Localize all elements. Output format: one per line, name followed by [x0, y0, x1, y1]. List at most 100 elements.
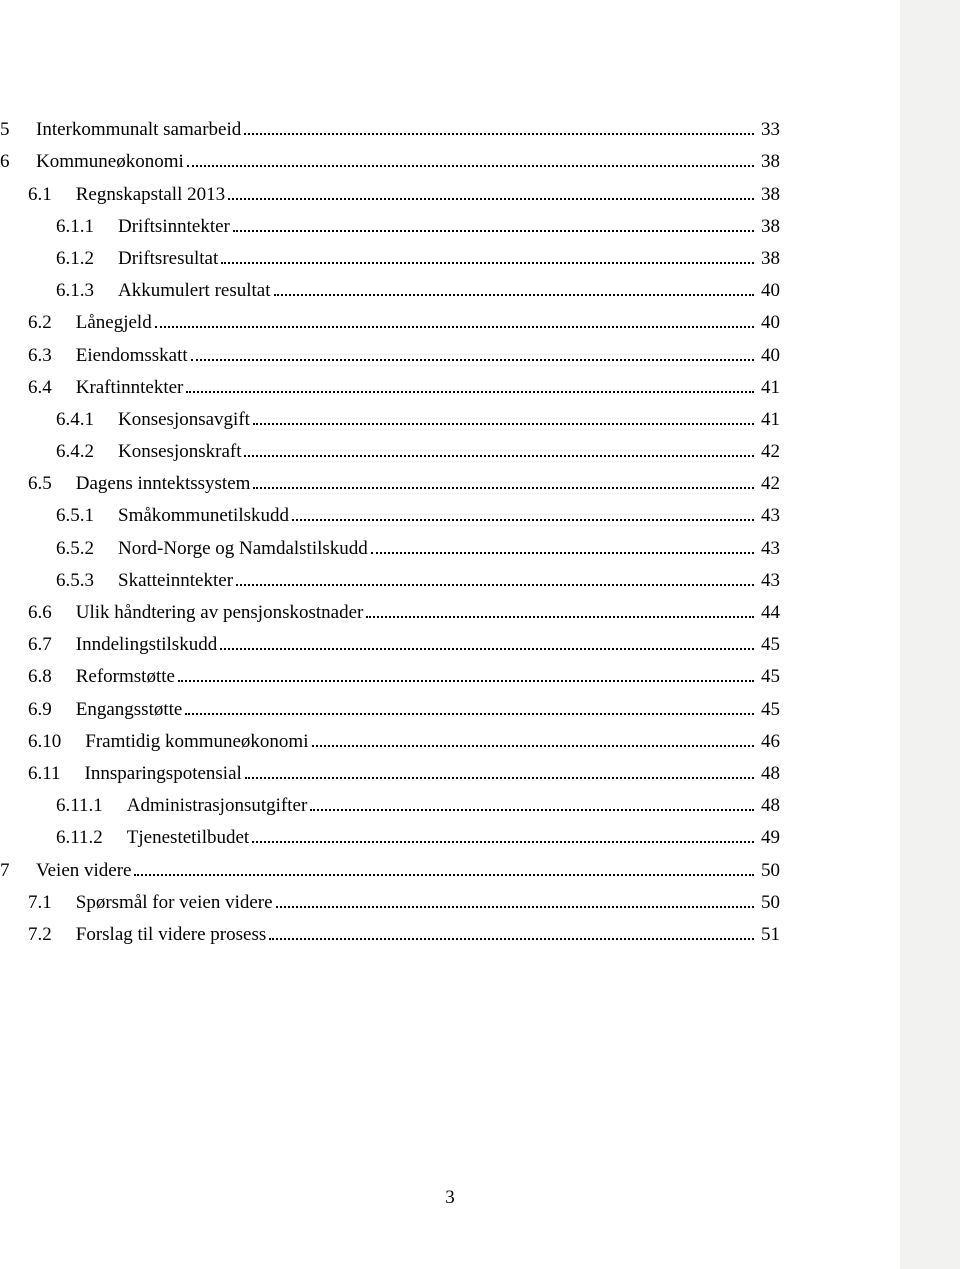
toc-entry: 6.1.3Akkumulert resultat 40 — [0, 281, 780, 300]
toc-entry-title: Driftsinntekter — [118, 217, 230, 236]
toc-entry-title: Innsparingspotensial — [85, 764, 242, 783]
toc-entry-title: Forslag til videre prosess — [76, 925, 267, 944]
toc-entry-title: Tjenestetilbudet — [127, 828, 249, 847]
toc-entry-title: Småkommunetilskudd — [118, 506, 289, 525]
toc-entry-page: 51 — [757, 925, 780, 944]
toc-entry-title: Framtidig kommuneøkonomi — [85, 732, 308, 751]
toc-leader-dots — [228, 184, 754, 199]
toc-entry: 6.11Innsparingspotensial 48 — [0, 764, 780, 783]
toc-entry-page: 41 — [757, 378, 780, 397]
toc-entry-title: Reformstøtte — [76, 667, 175, 686]
toc-entry-page: 42 — [757, 442, 780, 461]
toc-entry-page: 40 — [757, 346, 780, 365]
toc-entry-number: 6.8 — [28, 667, 76, 686]
toc-entry-number: 6.2 — [28, 313, 76, 332]
toc-leader-dots — [233, 217, 754, 232]
toc-entry-page: 44 — [757, 603, 780, 622]
toc-entry-title: Driftsresultat — [118, 249, 218, 268]
toc-entry-title: Kommuneøkonomi — [36, 152, 184, 171]
toc-entry: 7.1Spørsmål for veien videre50 — [0, 893, 780, 912]
toc-entry-number: 6.5.2 — [56, 539, 118, 558]
toc-entry-page: 41 — [757, 410, 780, 429]
toc-entry: 6.11.2Tjenestetilbudet 49 — [0, 828, 780, 847]
toc-entry-number: 6.3 — [28, 346, 76, 365]
toc-entry-title: Interkommunalt samarbeid — [36, 120, 241, 139]
toc-entry-number: 6.10 — [28, 732, 85, 751]
toc-entry-number: 6.7 — [28, 635, 76, 654]
table-of-contents: 5Interkommunalt samarbeid336Kommuneøkono… — [0, 120, 780, 957]
toc-entry-number: 6.1.1 — [56, 217, 118, 236]
toc-entry: 6.9Engangsstøtte45 — [0, 699, 780, 718]
toc-leader-dots — [274, 281, 755, 296]
toc-entry-number: 6.9 — [28, 700, 76, 719]
toc-entry-number: 6.4 — [28, 378, 76, 397]
toc-leader-dots — [134, 860, 754, 875]
toc-leader-dots — [371, 538, 754, 553]
toc-leader-dots — [366, 603, 754, 618]
toc-entry-number: 5 — [0, 120, 36, 139]
toc-leader-dots — [178, 667, 754, 682]
toc-leader-dots — [191, 345, 754, 360]
toc-entry-page: 50 — [757, 893, 780, 912]
sidebar-strip — [900, 0, 960, 1269]
toc-entry-number: 6.1.3 — [56, 281, 118, 300]
toc-entry-number: 6.1.2 — [56, 249, 118, 268]
toc-entry-page: 45 — [757, 635, 780, 654]
toc-entry-page: 49 — [757, 828, 780, 847]
toc-entry-title: Dagens inntektssystem — [76, 474, 251, 493]
toc-entry-page: 40 — [757, 281, 780, 300]
toc-leader-dots — [155, 313, 754, 328]
toc-leader-dots — [276, 893, 754, 908]
toc-entry: 6.5Dagens inntektssystem42 — [0, 474, 780, 493]
toc-entry: 7Veien videre50 — [0, 860, 780, 879]
toc-entry-page: 48 — [757, 796, 780, 815]
toc-entry-page: 38 — [757, 249, 780, 268]
toc-leader-dots — [221, 249, 754, 264]
toc-entry: 6.5.2Nord-Norge og Namdalstilskudd43 — [0, 538, 780, 557]
toc-entry-page: 43 — [757, 571, 780, 590]
toc-leader-dots — [244, 120, 754, 135]
toc-entry: 6.1.2Driftsresultat 38 — [0, 249, 780, 268]
toc-leader-dots — [244, 442, 754, 457]
toc-entry: 6.1.1Driftsinntekter38 — [0, 217, 780, 236]
toc-entry: 6.4.1Konsesjonsavgift 41 — [0, 410, 780, 429]
toc-leader-dots — [253, 410, 754, 425]
toc-entry-title: Skatteinntekter — [118, 571, 233, 590]
toc-entry-title: Nord-Norge og Namdalstilskudd — [118, 539, 368, 558]
toc-entry-number: 6.1 — [28, 185, 76, 204]
toc-entry-title: Administrasjonsutgifter — [127, 796, 307, 815]
toc-entry: 6.11.1Administrasjonsutgifter48 — [0, 796, 780, 815]
toc-entry-page: 45 — [757, 667, 780, 686]
toc-entry: 6.6Ulik håndtering av pensjonskostnader4… — [0, 603, 780, 622]
toc-entry-page: 38 — [757, 152, 780, 171]
toc-entry-page: 48 — [757, 764, 780, 783]
toc-entry-title: Lånegjeld — [76, 313, 152, 332]
toc-leader-dots — [187, 152, 754, 167]
toc-entry-number: 6.11.2 — [56, 828, 127, 847]
toc-entry-title: Akkumulert resultat — [118, 281, 271, 300]
toc-entry-title: Inndelingstilskudd — [76, 635, 217, 654]
toc-leader-dots — [252, 828, 754, 843]
toc-entry-title: Veien videre — [36, 861, 131, 880]
toc-entry-number: 6.5.3 — [56, 571, 118, 590]
toc-entry-page: 46 — [757, 732, 780, 751]
toc-entry: 6.2Lånegjeld40 — [0, 313, 780, 332]
toc-entry-title: Konsesjonsavgift — [118, 410, 250, 429]
toc-leader-dots — [185, 699, 754, 714]
toc-leader-dots — [310, 796, 754, 811]
toc-leader-dots — [292, 506, 754, 521]
toc-entry: 7.2Forslag til videre prosess51 — [0, 925, 780, 944]
toc-entry-number: 6.4.2 — [56, 442, 118, 461]
toc-entry-title: Ulik håndtering av pensjonskostnader — [76, 603, 364, 622]
toc-entry: 6.5.1Småkommunetilskudd43 — [0, 506, 780, 525]
toc-entry-number: 6.11 — [28, 764, 85, 783]
toc-entry-page: 50 — [757, 861, 780, 880]
toc-entry-number: 6.4.1 — [56, 410, 118, 429]
toc-entry: 5Interkommunalt samarbeid33 — [0, 120, 780, 139]
toc-entry-number: 6.5 — [28, 474, 76, 493]
toc-leader-dots — [253, 474, 754, 489]
toc-entry-title: Regnskapstall 2013 — [76, 185, 225, 204]
toc-entry-title: Engangsstøtte — [76, 700, 183, 719]
toc-entry: 6.5.3Skatteinntekter 43 — [0, 571, 780, 590]
toc-leader-dots — [236, 571, 754, 586]
